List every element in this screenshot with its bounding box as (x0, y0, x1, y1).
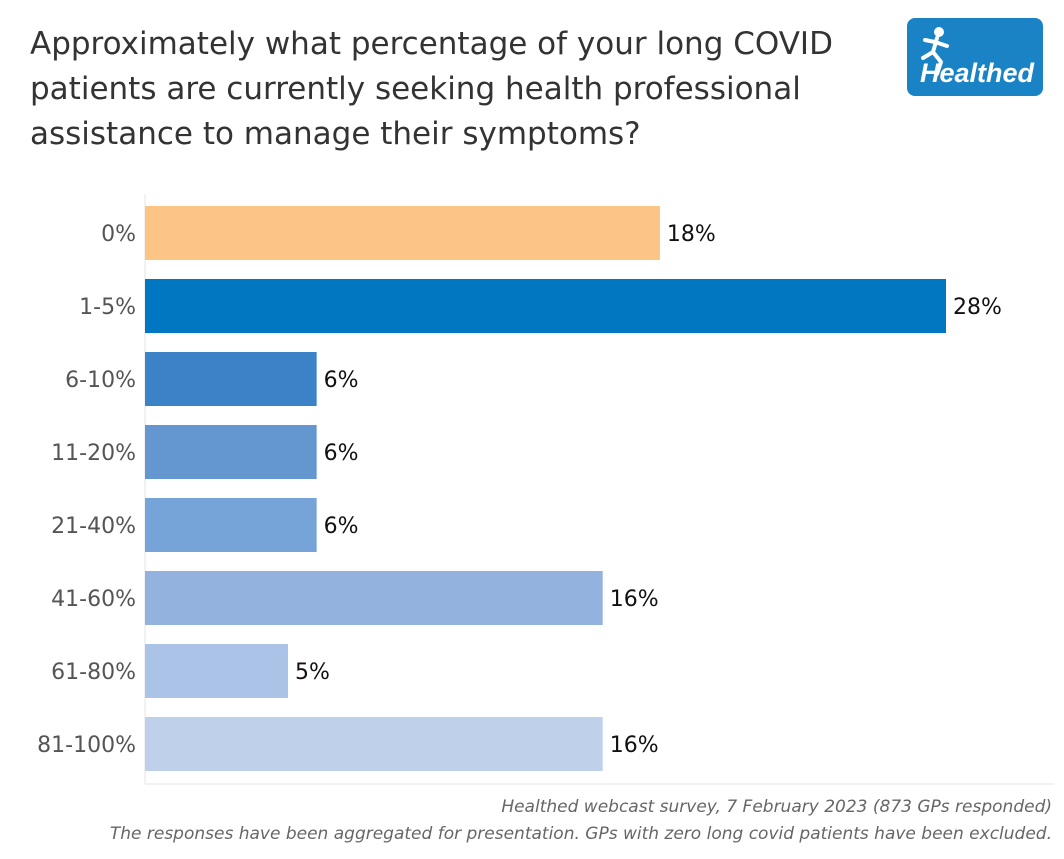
source-note: Healthed webcast survey, 7 February 2023… (501, 797, 1052, 817)
aggregation-note: The responses have been aggregated for p… (109, 824, 1052, 844)
data-label-6: 16% (610, 587, 659, 612)
bar-5 (145, 498, 317, 552)
bar-8 (145, 717, 603, 771)
bar-chart: 0% 18% 1-5% 28% 6-10% 6% 11-20% 6% 21-40% 6% 41-60… (37, 194, 1054, 785)
bar-6 (145, 571, 603, 625)
category-label-1: 0% (101, 222, 136, 247)
data-label-3: 6% (324, 368, 359, 393)
category-label-2: 1-5% (79, 295, 136, 320)
data-label-8: 16% (610, 733, 659, 758)
logo-text: Healthed (920, 58, 1035, 88)
running-figure-icon: Healthed (920, 27, 1035, 88)
bar-2 (145, 279, 946, 333)
data-label-7: 5% (295, 660, 330, 685)
bar-3 (145, 352, 317, 406)
healthed-logo: Healthed (907, 18, 1043, 96)
data-label-5: 6% (324, 514, 359, 539)
category-label-6: 41-60% (51, 587, 136, 612)
category-label-7: 61-80% (51, 660, 136, 685)
bar-1 (145, 206, 660, 260)
data-label-1: 18% (667, 222, 716, 247)
data-label-4: 6% (324, 441, 359, 466)
bar-7 (145, 644, 289, 698)
data-label-2: 28% (953, 295, 1002, 320)
category-label-5: 21-40% (51, 514, 136, 539)
category-label-8: 81-100% (37, 733, 136, 758)
chart-title: Approximately what percentage of your lo… (30, 26, 833, 152)
bar-4 (145, 425, 317, 479)
category-label-4: 11-20% (51, 441, 136, 466)
category-label-3: 6-10% (65, 368, 136, 393)
